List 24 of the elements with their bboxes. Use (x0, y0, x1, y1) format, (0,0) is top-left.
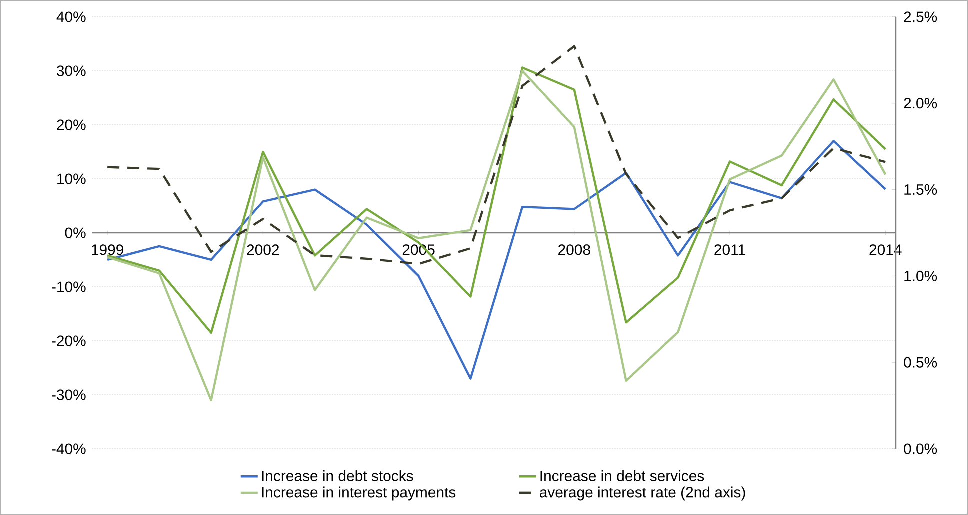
y-tick-label: 20% (57, 120, 86, 130)
x-tick-label: 1999 (92, 244, 124, 256)
legend-label: Increase in debt stocks (262, 470, 414, 482)
y2-tick-label: 1.5% (904, 184, 938, 196)
y-tick-label: -10% (52, 282, 86, 292)
y2-tick-label: 0.0% (904, 444, 938, 454)
y-tick-label: 10% (58, 174, 86, 184)
x-tick-label: 2011 (714, 244, 746, 256)
legend-label: Increase in interest payments (262, 486, 456, 501)
y-tick-label: -40% (52, 444, 86, 454)
legend-label: average interest rate (2nd axis) (540, 486, 746, 501)
legend-label: Increase in debt services (540, 470, 704, 482)
x-tick-label: 2002 (247, 244, 280, 256)
y2-tick-label: 1.0% (904, 270, 938, 282)
y2-tick-label: 0.5% (904, 357, 938, 368)
y2-tick-label: 2.0% (904, 98, 938, 109)
x-tick-label: 2014 (870, 244, 902, 256)
y-tick-label: 30% (57, 66, 86, 76)
y-tick-label: -20% (52, 336, 86, 346)
y2-tick-label: 2.5% (904, 12, 938, 22)
x-tick-label: 2008 (558, 244, 590, 256)
y-tick-label: 0% (65, 228, 86, 238)
y-tick-label: -30% (52, 390, 86, 400)
y-tick-label: 40% (56, 12, 86, 22)
